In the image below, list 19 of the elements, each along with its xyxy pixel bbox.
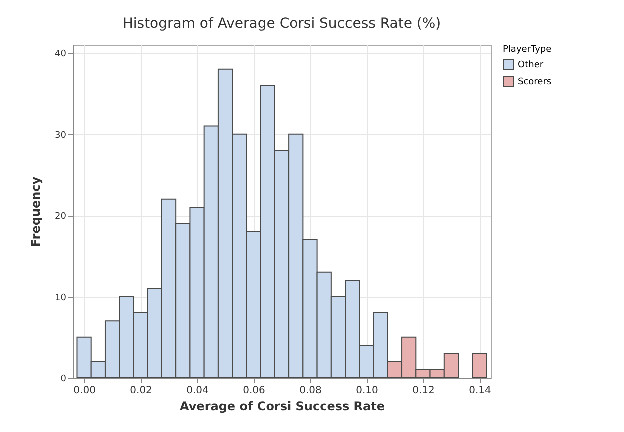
x-tick-label: 0.14 [469,386,492,396]
y-tick-label: 30 [55,130,67,141]
x-tick-label: 0.06 [243,386,266,396]
x-tick-label: 0.08 [300,386,322,396]
y-tick-label: 20 [55,212,67,222]
chart-title: Histogram of Average Corsi Success Rate (%) [122,16,442,32]
y-axis-title: Frequency [29,176,44,248]
legend-title: PlayerType [503,45,552,55]
x-tick-label: 0.10 [356,386,378,396]
legend-label: Scorers [518,78,552,88]
y-tick-label: 0 [60,374,67,384]
y-tick-label: 10 [55,293,67,304]
x-tick-label: 0.04 [186,386,209,396]
x-axis-title: Average of Corsi Success Rate [180,400,386,414]
legend-label: Other [518,60,544,70]
x-tick-label: 0.12 [412,386,435,396]
x-tick-label: 0.02 [130,386,152,396]
x-tick-label: 0.00 [74,386,96,396]
y-tick-label: 40 [55,50,67,60]
